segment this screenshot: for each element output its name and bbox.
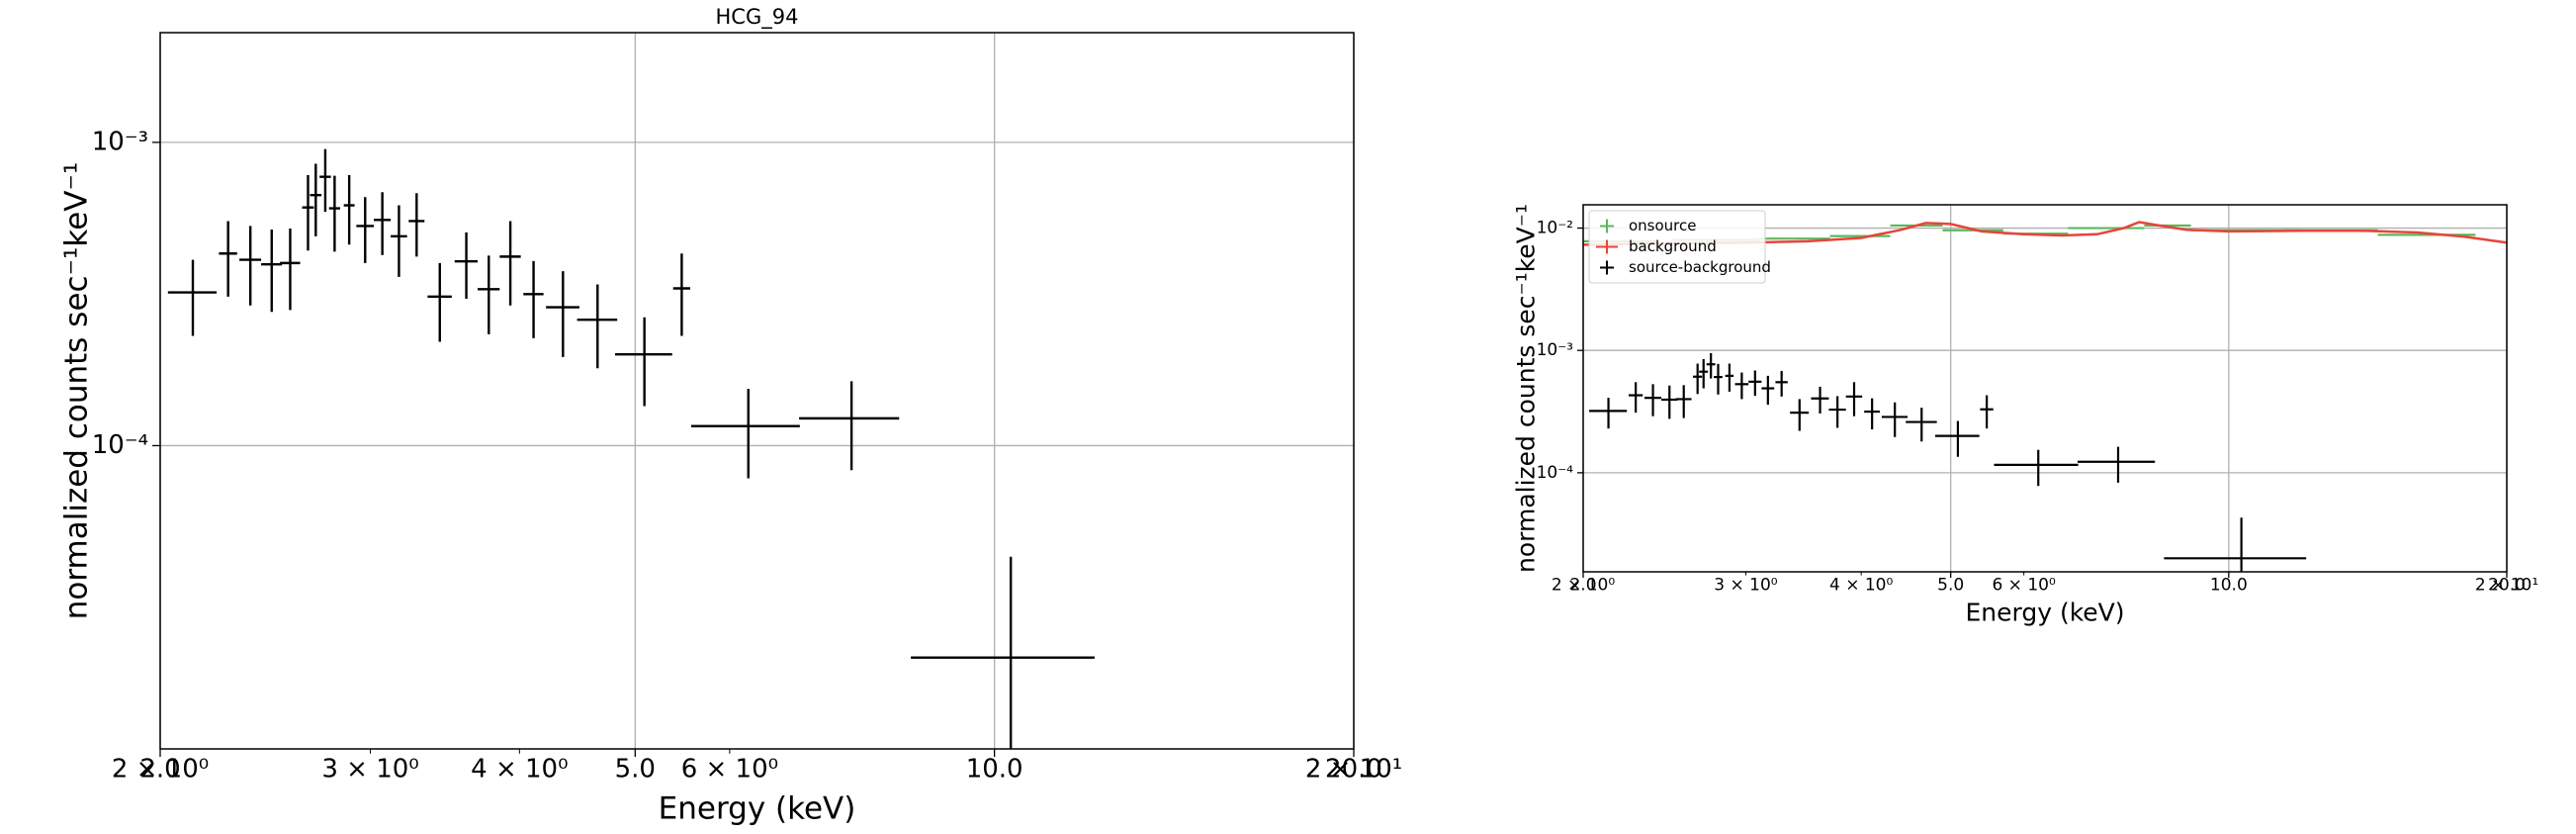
x-tick-label: 20.0 [2488,576,2526,596]
plot-area [1583,221,2507,572]
x-tick-label: 5.0 [1937,576,1964,596]
x-tick-label: 3 × 10⁰ [321,754,418,784]
legend: onsource background source-background [1588,210,1771,284]
chart: 2.0 5.0 10.0 20.0 2 × 10⁰ 3 × 10⁰ 4 × 10⁰ 6 × 1… [1511,204,2538,626]
y-tick-label: 10⁻³ [1537,340,1573,360]
x-tick-label: 20.0 [1325,754,1382,784]
y-axis-label: normalized counts sec⁻¹keV⁻¹ [1511,204,1540,573]
y-tick-label: 10⁻² [1537,219,1573,238]
legend-label: onsource [1629,217,1697,234]
x-tick-label: 5.0 [615,754,656,784]
axes-frame [1582,204,2508,573]
x-axis-label: Energy (keV) [1965,598,2124,626]
x-tick-label: 10.0 [2210,576,2248,596]
x-tick-label: 2 × 10⁰ [1552,576,1615,596]
chart-title: HCG_94 [716,5,799,30]
background-line [1583,221,2507,246]
legend-label: source-background [1629,258,1771,276]
y-tick-label: 10⁻⁴ [1537,463,1574,483]
x-tick-label: 4 × 10⁰ [471,754,568,784]
x-tick-label: 4 × 10⁰ [1829,576,1893,596]
chart: 2.0 5.0 10.0 20.0 2 × 10⁰ 3 × 10⁰ 4 × 10⁰ 6 × 1… [58,5,1402,826]
legend-box [1588,210,1766,284]
x-tick-label: 2.0 [139,754,180,784]
x-tick-label: 2 × 10¹ [1305,754,1402,784]
x-tick-label: 10.0 [966,754,1023,784]
x-tick-label: 2 × 10¹ [2475,576,2538,596]
x-tick-label: 6 × 10⁰ [1992,576,2055,596]
x-tick-label: 6 × 10⁰ [681,754,778,784]
y-tick-label: 10⁻³ [92,127,148,156]
legend-label: background [1629,237,1717,255]
axes-frame [159,32,1355,750]
y-tick-label: 10⁻⁴ [92,430,148,460]
x-tick-label: 2.0 [1569,576,1596,596]
x-tick-label: 2 × 10⁰ [112,754,209,784]
y-axis-label: normalized counts sec⁻¹keV⁻¹ [58,162,94,620]
x-tick-label: 3 × 10⁰ [1714,576,1777,596]
x-axis-label: Energy (keV) [659,790,856,826]
plot-area [167,148,1095,749]
